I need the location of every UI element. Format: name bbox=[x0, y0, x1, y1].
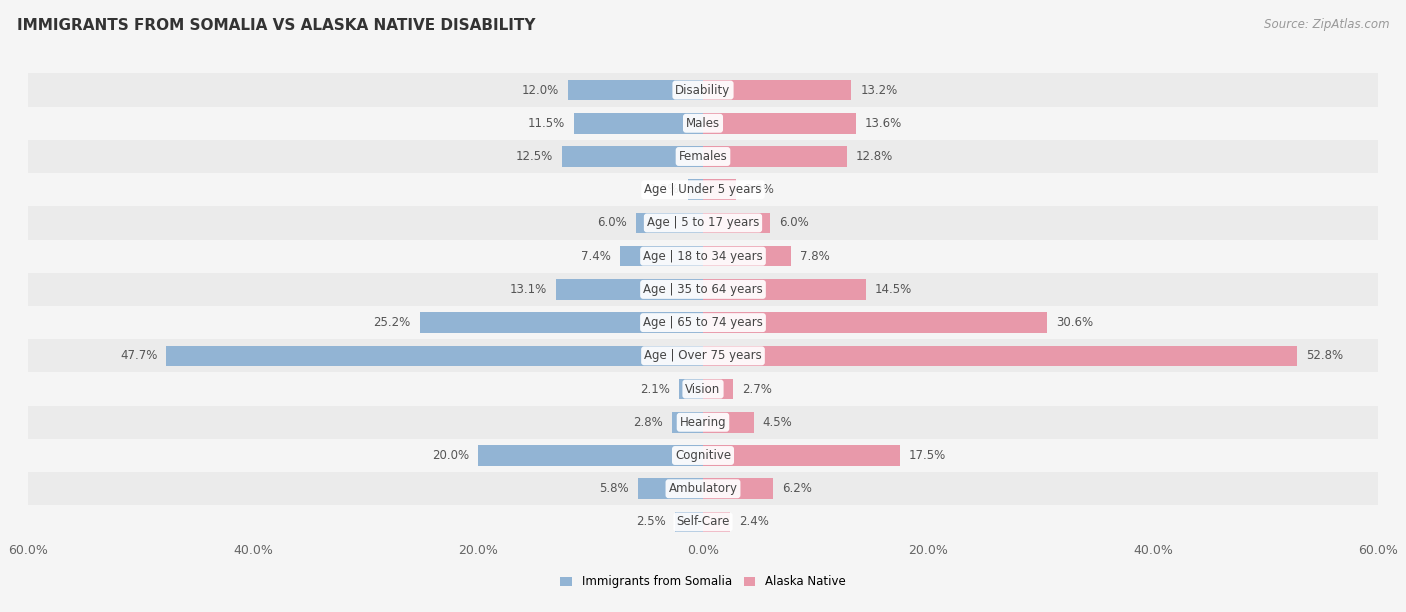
Bar bbox=[28, 306, 1378, 339]
Text: 2.1%: 2.1% bbox=[641, 382, 671, 395]
Text: 11.5%: 11.5% bbox=[527, 117, 565, 130]
Text: Source: ZipAtlas.com: Source: ZipAtlas.com bbox=[1264, 18, 1389, 31]
Bar bbox=[638, 479, 703, 499]
Text: Age | 35 to 64 years: Age | 35 to 64 years bbox=[643, 283, 763, 296]
Text: Age | Under 5 years: Age | Under 5 years bbox=[644, 183, 762, 196]
Text: 2.8%: 2.8% bbox=[633, 416, 662, 429]
Text: 13.2%: 13.2% bbox=[860, 84, 897, 97]
Bar bbox=[478, 445, 703, 466]
Text: Males: Males bbox=[686, 117, 720, 130]
Bar bbox=[703, 179, 735, 200]
Text: 7.4%: 7.4% bbox=[581, 250, 610, 263]
Bar bbox=[28, 73, 1378, 106]
Text: Self-Care: Self-Care bbox=[676, 515, 730, 528]
Legend: Immigrants from Somalia, Alaska Native: Immigrants from Somalia, Alaska Native bbox=[555, 570, 851, 593]
Bar bbox=[574, 113, 703, 133]
Text: 6.0%: 6.0% bbox=[596, 217, 627, 230]
Bar bbox=[672, 412, 703, 433]
Bar bbox=[703, 379, 734, 400]
Text: 4.5%: 4.5% bbox=[762, 416, 793, 429]
Text: Age | 65 to 74 years: Age | 65 to 74 years bbox=[643, 316, 763, 329]
Bar bbox=[703, 146, 846, 167]
Bar bbox=[28, 472, 1378, 506]
Bar bbox=[28, 339, 1378, 373]
Text: Cognitive: Cognitive bbox=[675, 449, 731, 462]
Bar bbox=[703, 512, 730, 532]
Text: 14.5%: 14.5% bbox=[875, 283, 912, 296]
Text: 13.6%: 13.6% bbox=[865, 117, 903, 130]
Bar bbox=[28, 206, 1378, 239]
Bar bbox=[703, 346, 1296, 366]
Text: 25.2%: 25.2% bbox=[374, 316, 411, 329]
Text: Hearing: Hearing bbox=[679, 416, 727, 429]
Text: 12.5%: 12.5% bbox=[516, 150, 554, 163]
Bar bbox=[703, 212, 770, 233]
Bar bbox=[28, 173, 1378, 206]
Text: 12.0%: 12.0% bbox=[522, 84, 560, 97]
Text: Age | 18 to 34 years: Age | 18 to 34 years bbox=[643, 250, 763, 263]
Bar bbox=[562, 146, 703, 167]
Text: 17.5%: 17.5% bbox=[908, 449, 946, 462]
Text: Age | 5 to 17 years: Age | 5 to 17 years bbox=[647, 217, 759, 230]
Text: 2.9%: 2.9% bbox=[745, 183, 775, 196]
Bar bbox=[28, 140, 1378, 173]
Bar bbox=[703, 279, 866, 300]
Bar bbox=[636, 212, 703, 233]
Bar bbox=[703, 113, 856, 133]
Text: 6.2%: 6.2% bbox=[782, 482, 811, 495]
Bar bbox=[28, 106, 1378, 140]
Bar bbox=[28, 439, 1378, 472]
Text: Ambulatory: Ambulatory bbox=[668, 482, 738, 495]
Bar bbox=[28, 406, 1378, 439]
Text: 13.1%: 13.1% bbox=[509, 283, 547, 296]
Bar bbox=[703, 312, 1047, 333]
Text: 47.7%: 47.7% bbox=[120, 349, 157, 362]
Bar bbox=[703, 246, 790, 266]
Bar bbox=[419, 312, 703, 333]
Text: Vision: Vision bbox=[685, 382, 721, 395]
Bar bbox=[555, 279, 703, 300]
Text: 20.0%: 20.0% bbox=[432, 449, 470, 462]
Bar bbox=[703, 445, 900, 466]
Bar bbox=[28, 373, 1378, 406]
Text: Females: Females bbox=[679, 150, 727, 163]
Bar bbox=[28, 239, 1378, 273]
Text: 7.8%: 7.8% bbox=[800, 250, 830, 263]
Text: 1.3%: 1.3% bbox=[650, 183, 679, 196]
Text: 12.8%: 12.8% bbox=[856, 150, 893, 163]
Bar bbox=[28, 273, 1378, 306]
Bar bbox=[620, 246, 703, 266]
Bar bbox=[675, 512, 703, 532]
Text: 6.0%: 6.0% bbox=[779, 217, 810, 230]
Text: IMMIGRANTS FROM SOMALIA VS ALASKA NATIVE DISABILITY: IMMIGRANTS FROM SOMALIA VS ALASKA NATIVE… bbox=[17, 18, 536, 34]
Bar bbox=[703, 80, 852, 100]
Text: 30.6%: 30.6% bbox=[1056, 316, 1094, 329]
Text: 2.7%: 2.7% bbox=[742, 382, 772, 395]
Bar bbox=[568, 80, 703, 100]
Bar bbox=[679, 379, 703, 400]
Bar bbox=[689, 179, 703, 200]
Text: Age | Over 75 years: Age | Over 75 years bbox=[644, 349, 762, 362]
Bar bbox=[703, 412, 754, 433]
Bar bbox=[703, 479, 773, 499]
Text: 2.4%: 2.4% bbox=[740, 515, 769, 528]
Text: Disability: Disability bbox=[675, 84, 731, 97]
Text: 5.8%: 5.8% bbox=[599, 482, 628, 495]
Bar bbox=[28, 506, 1378, 539]
Text: 52.8%: 52.8% bbox=[1306, 349, 1343, 362]
Bar bbox=[166, 346, 703, 366]
Text: 2.5%: 2.5% bbox=[636, 515, 666, 528]
